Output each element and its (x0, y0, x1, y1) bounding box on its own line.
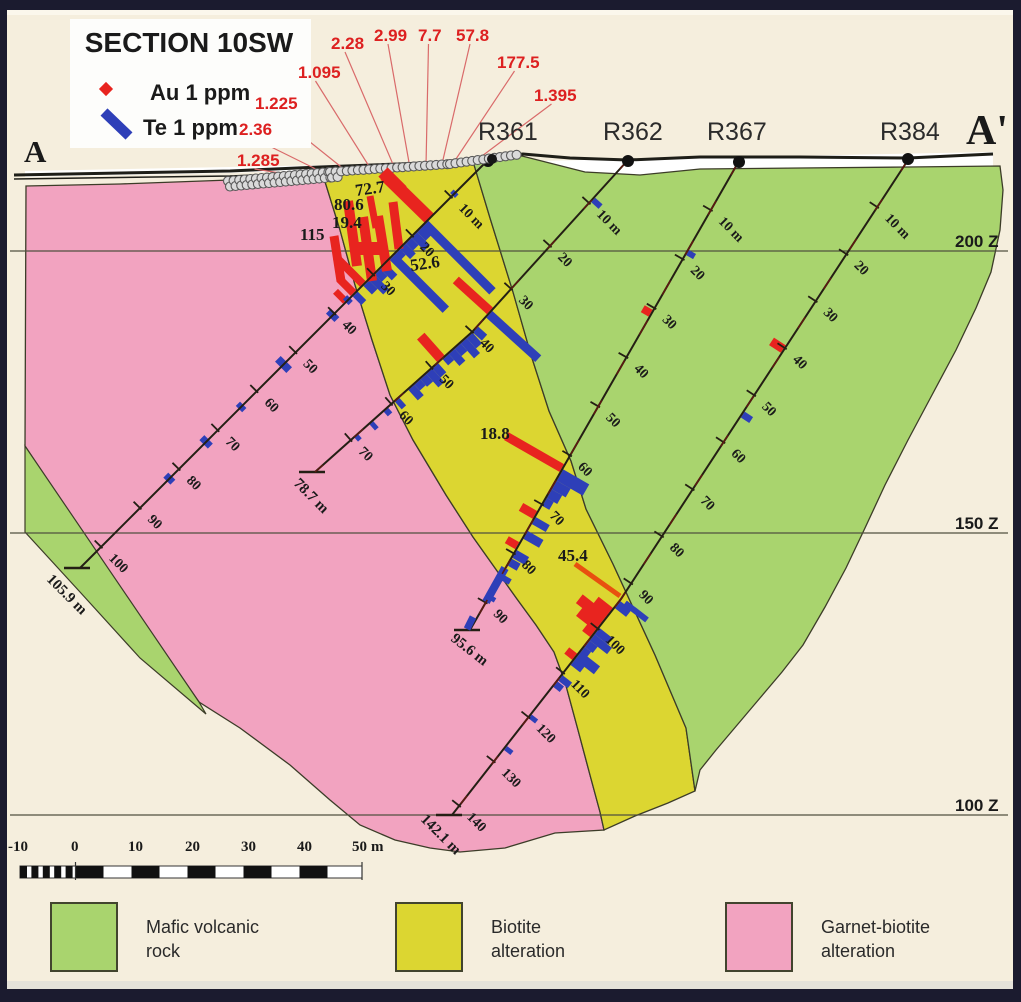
svg-text:80.6: 80.6 (334, 195, 364, 214)
svg-text:R361: R361 (478, 118, 538, 146)
svg-text:177.5: 177.5 (497, 53, 540, 72)
svg-text:rock: rock (146, 941, 181, 961)
svg-text:57.8: 57.8 (456, 26, 489, 45)
svg-text:1.095: 1.095 (298, 63, 341, 82)
svg-text:10: 10 (128, 839, 143, 855)
svg-text:A': A' (966, 108, 1008, 154)
svg-text:150 Z: 150 Z (955, 514, 998, 533)
svg-text:1.395: 1.395 (534, 86, 577, 105)
svg-text:50: 50 (352, 839, 367, 855)
svg-text:SECTION 10SW: SECTION 10SW (85, 27, 294, 58)
svg-text:19.4: 19.4 (332, 213, 362, 232)
svg-text:45.4: 45.4 (558, 546, 588, 565)
svg-text:2.36: 2.36 (239, 120, 272, 139)
svg-text:Biotite: Biotite (491, 917, 541, 937)
svg-text:m: m (371, 839, 384, 855)
svg-text:1.285: 1.285 (237, 151, 280, 170)
svg-text:30: 30 (241, 839, 256, 855)
svg-text:72.7: 72.7 (354, 177, 387, 200)
svg-text:R362: R362 (603, 118, 663, 146)
svg-text:1.225: 1.225 (255, 94, 298, 113)
svg-text:18.8: 18.8 (480, 424, 510, 443)
svg-text:200 Z: 200 Z (955, 232, 998, 251)
svg-text:R384: R384 (880, 118, 940, 146)
svg-text:115: 115 (300, 225, 325, 244)
svg-text:20: 20 (185, 839, 200, 855)
svg-text:Au 1 ppm: Au 1 ppm (150, 80, 250, 105)
svg-text:100 Z: 100 Z (955, 796, 998, 815)
svg-text:Garnet-biotite: Garnet-biotite (821, 917, 930, 937)
svg-text:0: 0 (71, 839, 79, 855)
svg-text:A: A (24, 134, 47, 169)
svg-text:2.28: 2.28 (331, 34, 364, 53)
svg-text:Te 1 ppm: Te 1 ppm (143, 115, 238, 140)
svg-text:alteration: alteration (491, 941, 565, 961)
svg-text:Mafic volcanic: Mafic volcanic (146, 917, 259, 937)
svg-text:alteration: alteration (821, 941, 895, 961)
svg-text:7.7: 7.7 (418, 26, 442, 45)
svg-text:40: 40 (297, 839, 312, 855)
svg-text:-10: -10 (8, 839, 28, 855)
svg-text:52.6: 52.6 (409, 252, 441, 275)
svg-text:R367: R367 (707, 118, 767, 146)
svg-text:2.99: 2.99 (374, 26, 407, 45)
